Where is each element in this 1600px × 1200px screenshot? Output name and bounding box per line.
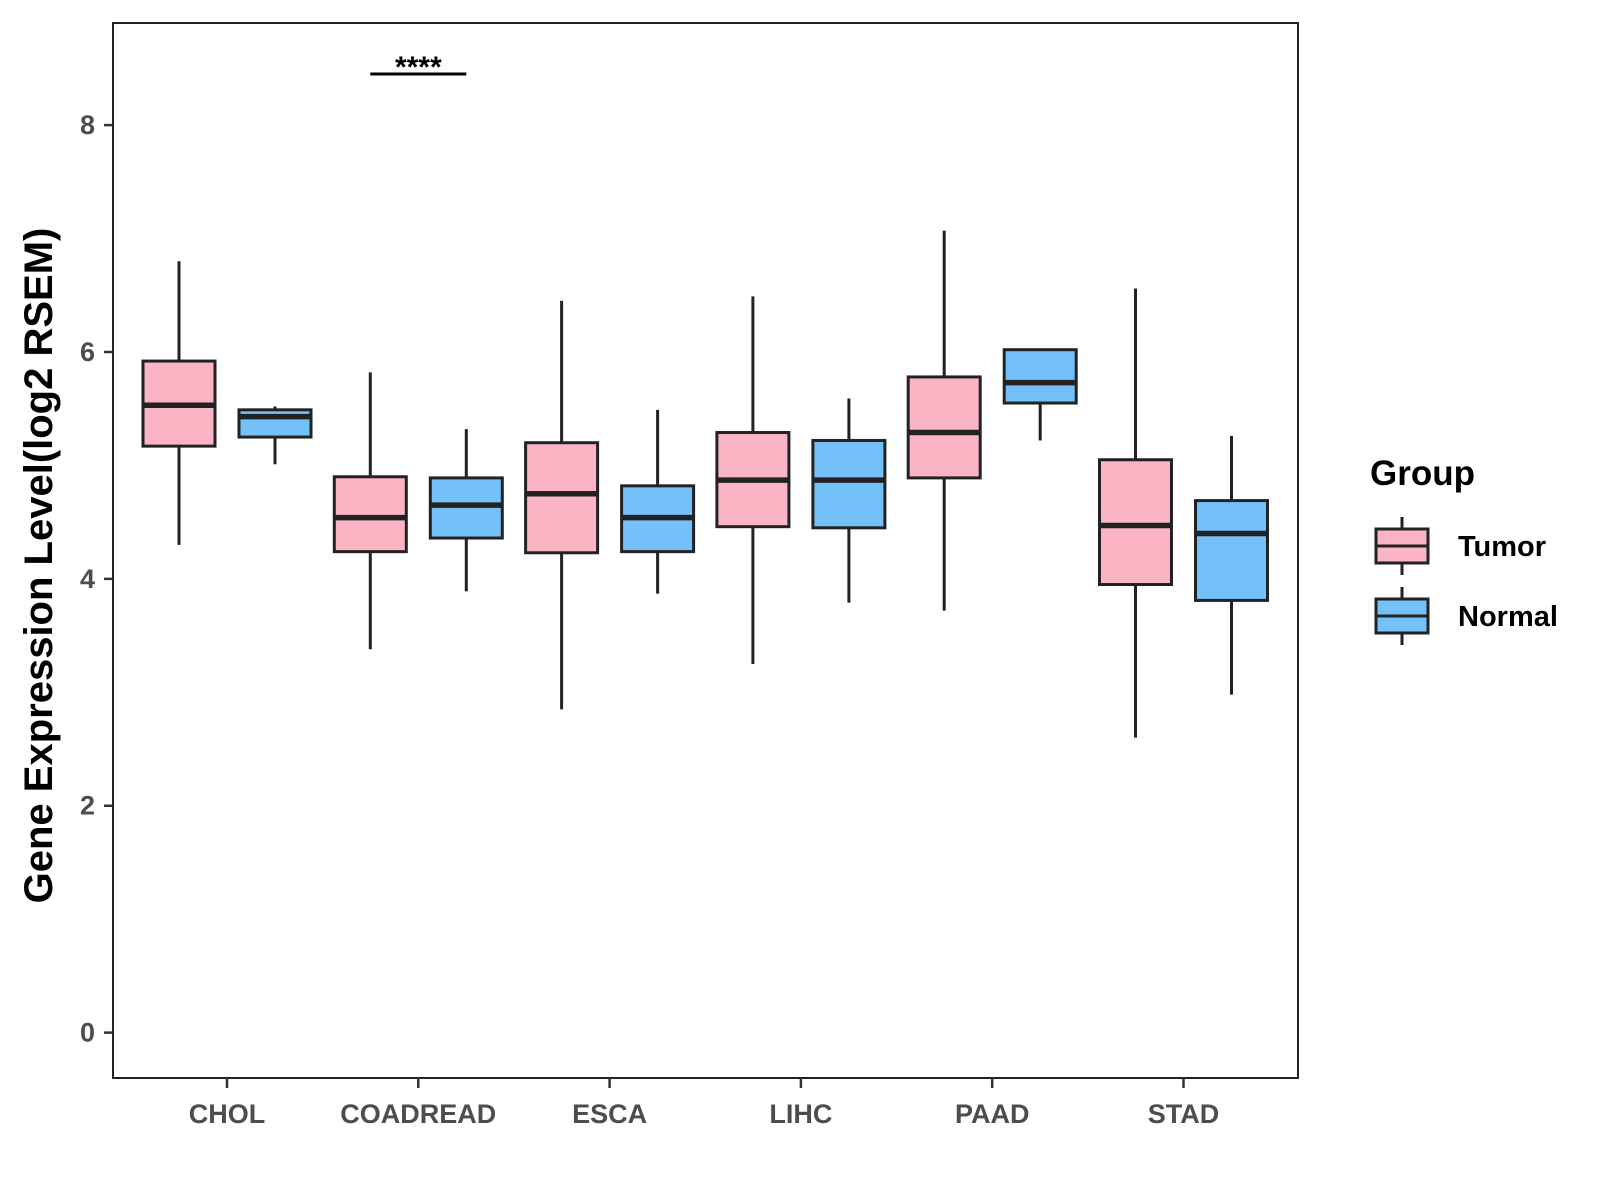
legend: Group Tumor Normal	[1370, 454, 1558, 645]
box-iqr	[906, 375, 982, 480]
legend-entry-normal: Normal	[1374, 587, 1558, 645]
legend-label-normal: Normal	[1458, 601, 1558, 633]
box-normal-chol	[237, 406, 313, 465]
y-axis: 0 2 4 6 8	[80, 110, 113, 1048]
box-normal-stad	[1194, 435, 1269, 695]
legend-label-tumor: Tumor	[1458, 531, 1546, 563]
y-tick-label: 6	[80, 337, 95, 367]
legend-title: Group	[1370, 454, 1475, 493]
x-tick-label: STAD	[1148, 1099, 1220, 1129]
legend-entry-tumor: Tumor	[1374, 517, 1546, 575]
box-iqr	[811, 438, 887, 530]
box-normal-paad	[1002, 348, 1078, 441]
x-tick-label: LIHC	[769, 1099, 832, 1129]
x-tick-label: CHOL	[189, 1099, 266, 1129]
box-tumor-coadread	[332, 372, 408, 650]
y-tick-label: 4	[80, 564, 95, 594]
box-series-normal	[237, 348, 1269, 695]
x-tick-label: ESCA	[572, 1099, 647, 1129]
x-tick-label: PAAD	[955, 1099, 1030, 1129]
box-tumor-stad	[1098, 288, 1173, 738]
box-normal-coadread	[428, 429, 504, 592]
box-series-group	[141, 230, 1269, 738]
box-tumor-esca	[524, 300, 600, 710]
y-tick-label: 0	[80, 1018, 95, 1048]
y-tick-label: 8	[80, 110, 95, 140]
box-iqr	[1002, 348, 1078, 405]
box-iqr	[524, 441, 600, 555]
y-tick-label: 2	[80, 791, 95, 821]
box-normal-lihc	[811, 398, 887, 603]
box-tumor-chol	[141, 261, 217, 545]
box-iqr	[332, 475, 408, 554]
significance-annotations: ****	[370, 51, 467, 84]
x-axis: CHOL COADREAD ESCA LIHC PAAD STAD	[189, 1078, 1220, 1129]
x-tick-label: COADREAD	[340, 1099, 496, 1129]
box-iqr	[428, 476, 504, 540]
significance-label: ****	[395, 51, 442, 84]
box-series-tumor	[141, 230, 1173, 738]
box-iqr	[1194, 499, 1269, 602]
box-tumor-lihc	[715, 296, 791, 664]
box-normal-esca	[620, 409, 696, 594]
box-tumor-paad	[906, 230, 982, 611]
plot-panel	[112, 22, 1299, 1079]
box-iqr	[1098, 458, 1173, 587]
y-axis-title: Gene Expression Level(log2 RSEM)	[17, 228, 61, 904]
